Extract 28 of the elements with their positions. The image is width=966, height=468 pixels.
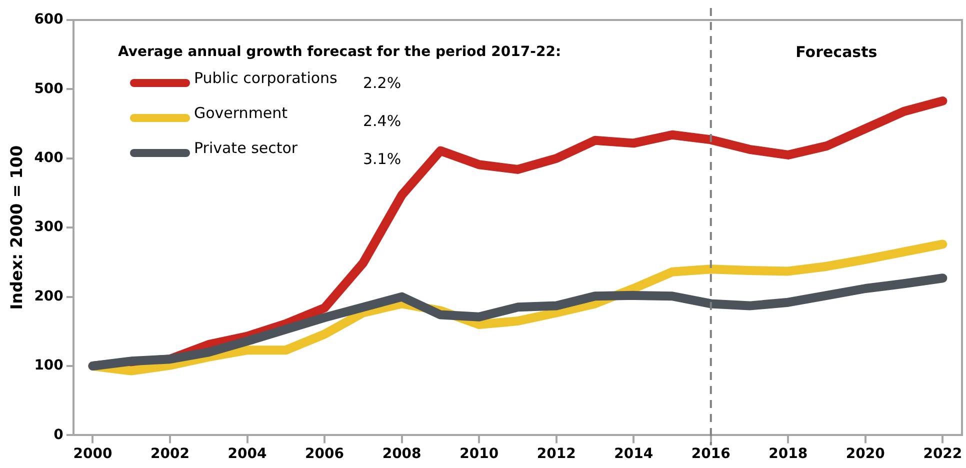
annotation: Forecasts — [796, 42, 878, 61]
x-tick-label: 2000 — [73, 446, 112, 462]
x-tick-label: 2010 — [460, 446, 499, 462]
legend-label: Government — [194, 104, 288, 122]
y-tick-label: 300 — [34, 219, 64, 236]
annotation: 2.2% — [363, 74, 402, 92]
y-axis-title: Index: 2000 = 100 — [6, 145, 26, 310]
annotation: 2.4% — [363, 112, 402, 130]
legend-title: Average annual growth forecast for the period 2017-22: — [118, 44, 562, 60]
x-tick-label: 2020 — [846, 446, 886, 462]
x-tick-label: 2004 — [228, 446, 268, 462]
x-tick-label: 2008 — [382, 446, 422, 462]
y-tick-label: 0 — [54, 426, 64, 443]
x-tick-label: 2022 — [923, 446, 962, 462]
x-tick-label: 2002 — [150, 446, 190, 462]
y-tick-label: 400 — [34, 150, 64, 166]
x-tick-label: 2014 — [614, 446, 654, 462]
y-tick-label: 500 — [34, 80, 64, 97]
annotation: 3.1% — [363, 150, 402, 168]
x-tick-label: 2016 — [691, 446, 730, 462]
y-tick-label: 600 — [34, 12, 64, 28]
legend-label: Private sector — [194, 139, 298, 157]
x-tick-label: 2012 — [536, 446, 576, 462]
x-tick-label: 2006 — [305, 446, 344, 462]
legend-label: Public corporations — [194, 69, 338, 87]
y-tick-label: 200 — [34, 288, 64, 304]
x-tick-label: 2018 — [768, 446, 808, 462]
y-tick-label: 100 — [34, 358, 64, 374]
